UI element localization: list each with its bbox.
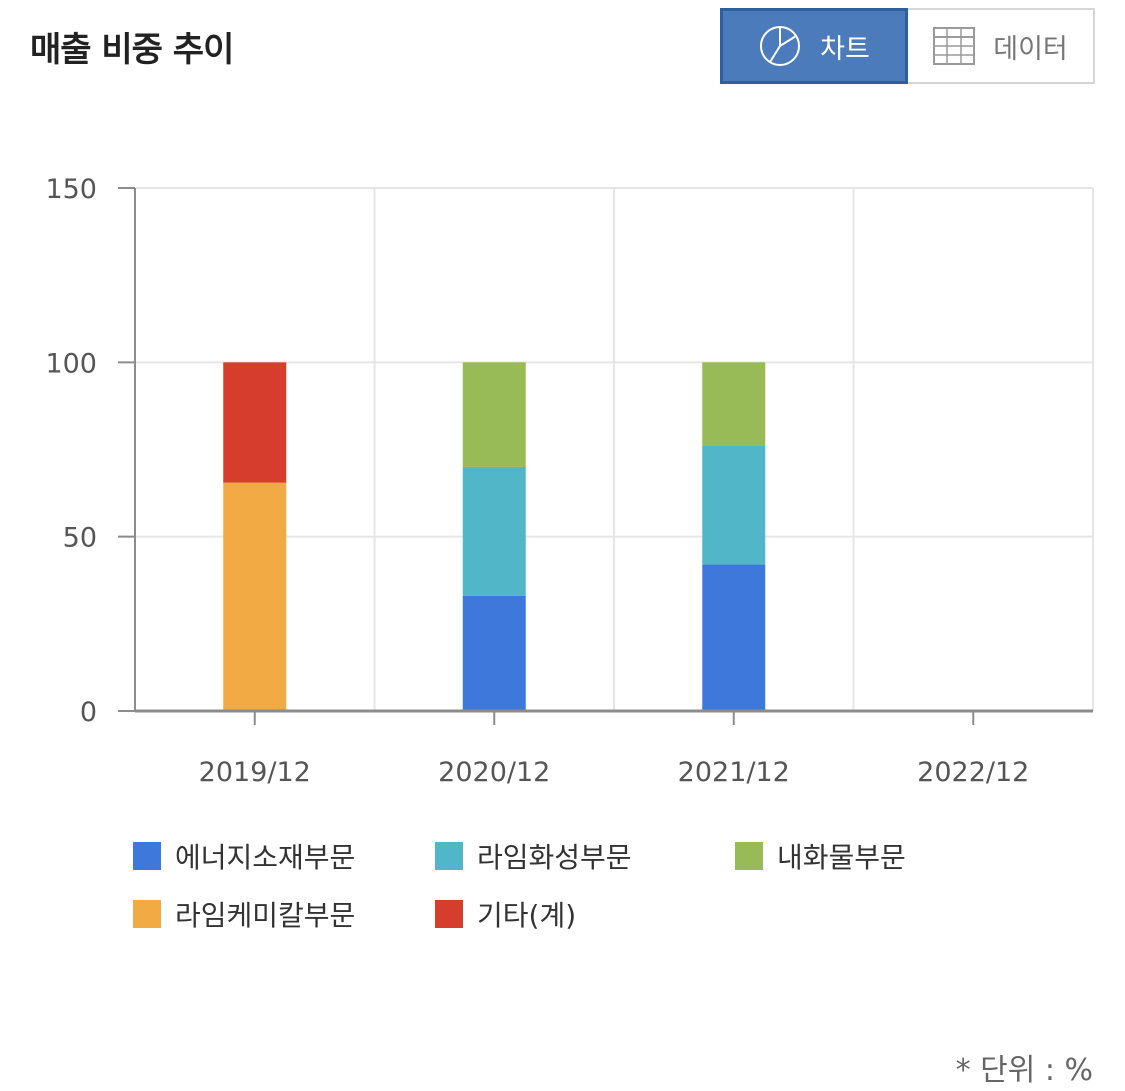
chart-title: 매출 비중 추이 [30,30,234,70]
legend-swatch [735,842,763,870]
view-toggle: 차트 데이터 [720,8,1095,84]
legend-label: 에너지소재부문 [175,841,356,874]
legend-label: 기타(계) [477,899,577,932]
legend-item[interactable]: 라임화성부문 [435,836,632,876]
legend-swatch [435,900,463,928]
legend-swatch [133,842,161,870]
table-icon [933,27,976,65]
bar-segment [702,446,766,565]
legend-swatch [133,900,161,928]
legend-label: 내화물부문 [777,841,906,874]
x-tick-label: 2021/12 [678,757,790,788]
pie-chart-icon [760,26,801,66]
chart-view-button[interactable]: 차트 [720,8,908,84]
legend-item[interactable]: 라임케미칼부문 [133,894,355,934]
y-tick-label: 0 [80,697,97,728]
bar-segment [462,466,526,596]
y-tick-label: 50 [63,523,97,554]
data-view-label: 데이터 [993,33,1068,65]
bar-segment [702,564,766,711]
y-tick-label: 100 [45,348,97,379]
legend-swatch [435,842,463,870]
legend-item[interactable]: 내화물부문 [735,836,906,876]
unit-note: * 단위 : % [955,1053,1093,1088]
legend-item[interactable]: 기타(계) [435,894,576,934]
x-tick-label: 2019/12 [199,757,311,788]
bar-segment [462,595,526,711]
data-view-button[interactable]: 데이터 [908,8,1095,84]
chart-view-label: 차트 [820,33,870,65]
legend-label: 라임화성부문 [477,841,632,874]
stacked-bar-chart: 0 50 100 150 2019/12 2020/12 2021/12 2022/12 [45,174,1094,788]
legend-label: 라임케미칼부문 [175,899,356,932]
y-tick-label: 150 [45,174,97,205]
bar-segment [223,362,287,483]
legend-item[interactable]: 에너지소재부문 [133,836,355,876]
x-tick-label: 2022/12 [917,757,1029,788]
bar-segment [462,362,526,467]
x-tick-label: 2020/12 [438,757,550,788]
bar-segment [223,482,287,711]
bar-segment [702,362,766,447]
